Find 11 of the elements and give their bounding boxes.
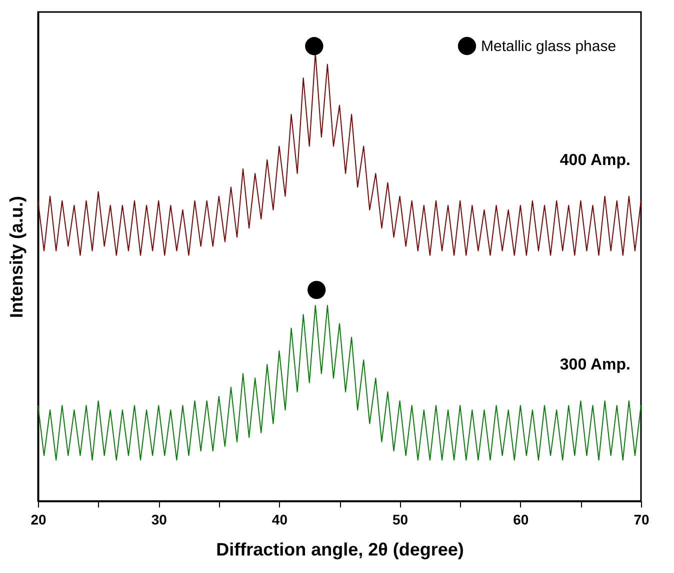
x-axis-title: Diffraction angle, 2θ (degree) (216, 540, 464, 560)
x-tick-label: 70 (634, 512, 650, 528)
y-axis-title: Intensity (a.u.) (6, 196, 26, 318)
x-tick-label: 60 (513, 512, 529, 528)
x-tick-label: 40 (272, 512, 288, 528)
x-tick-label: 30 (151, 512, 168, 528)
series-label: 300 Amp. (560, 356, 630, 374)
series-label: 400 Amp. (560, 152, 630, 169)
x-tick-label: 50 (392, 512, 408, 528)
legend-label: Metallic glass phase (481, 38, 616, 55)
x-tick-label: 20 (30, 512, 46, 528)
